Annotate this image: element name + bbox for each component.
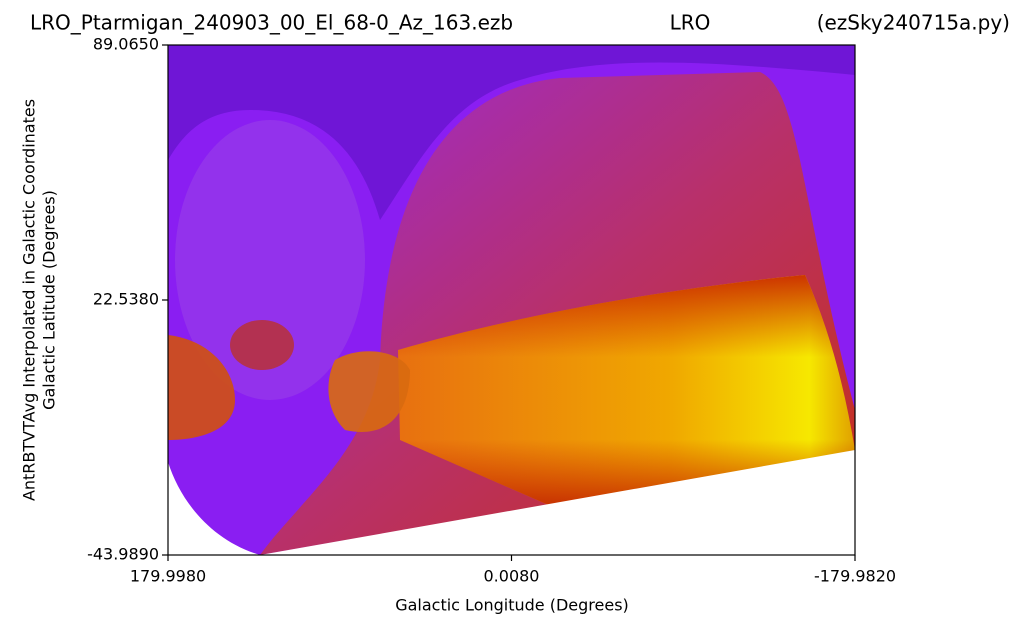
chart-title: LRO_Ptarmigan_240903_00_El_68-0_Az_163.e…	[30, 11, 513, 35]
heatmap-image	[168, 45, 855, 555]
x-tick-label: -179.9820	[814, 567, 896, 586]
y-tick-label: -43.9890	[87, 545, 159, 564]
y-tick-label: 89.0650	[93, 35, 159, 54]
x-tick-label: 179.9980	[130, 567, 206, 586]
chart-title-center: LRO	[670, 11, 711, 35]
y-axis-label: Galactic Latitude (Degrees)	[40, 190, 59, 410]
x-axis-label: Galactic Longitude (Degrees)	[395, 596, 629, 615]
chart-title-right: (ezSky240715a.py)	[817, 11, 1010, 35]
y-axis-label: AntRBTVTAvg Interpolated in Galactic Coo…	[20, 99, 39, 501]
x-tick-label: 0.0080	[484, 567, 540, 586]
y-tick-label: 22.5380	[93, 290, 159, 309]
